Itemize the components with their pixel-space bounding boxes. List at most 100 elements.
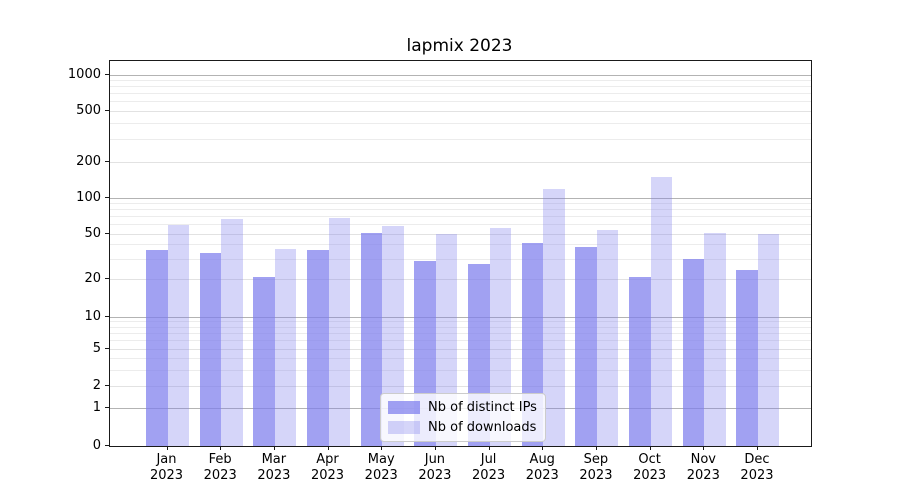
legend-swatch-downloads [388,421,420,434]
x-axis-tick-mark [756,446,758,450]
y-axis-tick-label: 2 [92,378,101,393]
x-axis-tick-mark [166,446,168,450]
y-axis-tick-mark [105,109,109,111]
y-axis-tick-mark [105,315,109,317]
gridline [110,122,811,124]
gridline [110,74,811,76]
y-axis-tick-mark [105,385,109,386]
x-axis-tick-mark [703,446,705,450]
bar-downloads [650,176,673,446]
gridline [110,258,811,260]
gridline [110,161,811,163]
y-axis-tick-label: 500 [76,102,101,118]
bar-distinct-ips [629,276,651,446]
x-axis-tick-label: Oct 2023 [633,452,667,483]
x-axis-tick-label: May 2023 [364,452,398,483]
x-axis-tick-mark [434,446,436,450]
legend-label-distinct-ips: Nb of distinct IPs [428,400,537,415]
bar-downloads [167,224,189,446]
y-axis-tick-mark [105,348,109,349]
x-axis-tick-label: Jun 2023 [418,452,452,483]
x-axis-tick-mark [649,446,651,450]
x-axis-tick-mark [273,446,275,450]
x-axis-tick-mark [327,446,329,450]
bar-distinct-ips [199,252,222,446]
bar-distinct-ips [736,270,758,446]
bar-downloads [704,232,726,446]
bar-downloads [328,218,351,446]
x-axis-tick-label: Nov 2023 [686,452,720,483]
y-axis-tick-mark [105,407,109,408]
gridline [110,233,811,235]
y-axis-tick-label: 20 [84,270,101,286]
legend: Nb of distinct IPs Nb of downloads [380,393,546,442]
gridline [110,202,811,204]
bar-downloads [757,234,780,446]
x-axis-tick-label: Feb 2023 [203,452,237,483]
gridline [110,244,811,246]
gridline [110,333,811,335]
gridline [110,358,811,359]
bar-distinct-ips [253,276,275,446]
y-axis-tick-mark [105,73,109,75]
gridline [110,340,811,342]
y-axis-tick-label: 1 [92,400,101,415]
y-axis-tick-label: 50 [84,225,101,241]
y-axis-tick-label: 200 [76,153,101,169]
x-axis-tick-label: Dec 2023 [740,452,774,483]
x-axis-tick-mark [542,446,544,450]
y-axis-tick-mark [105,160,109,162]
y-axis-tick-mark [105,277,109,279]
y-axis-tick-label: 100 [76,189,101,205]
x-axis-tick-mark [488,446,490,450]
gridline [110,79,811,81]
gridline [110,321,811,323]
legend-item-distinct-ips: Nb of distinct IPs [388,399,537,416]
bar-distinct-ips [682,259,705,446]
x-axis-tick-label: Jan 2023 [149,452,184,483]
legend-label-downloads: Nb of downloads [428,420,537,435]
chart-title: lapmix 2023 [406,36,513,56]
plot-area: Nb of distinct IPs Nb of downloads [109,60,812,447]
bar-distinct-ips [307,250,329,446]
gridline [110,224,811,226]
bar-downloads [596,230,619,446]
bar-downloads [543,188,565,446]
gridline [110,216,811,218]
gridline [110,101,811,103]
x-axis-tick-label: Sep 2023 [579,452,613,483]
legend-item-downloads: Nb of downloads [388,419,537,436]
x-axis-tick-label: Jul 2023 [472,452,506,483]
x-axis-tick-label: Mar 2023 [257,452,291,483]
bar-distinct-ips [575,247,597,446]
bar-downloads [274,248,297,446]
y-axis-tick-label: 1000 [67,66,101,82]
gridline [110,197,811,199]
gridline [110,369,811,371]
gridline [110,110,811,112]
y-axis-tick-label: 5 [92,341,101,356]
gridline [110,326,811,328]
y-axis-tick-label: 10 [84,308,101,324]
y-axis-tick-mark [105,232,109,234]
gridline [110,278,811,280]
x-axis-tick-mark [381,446,383,450]
bar-distinct-ips [360,232,383,446]
x-axis-tick-mark [220,446,222,450]
y-axis-tick-label: 0 [92,437,101,453]
bar-downloads [489,228,512,446]
gridline [110,209,811,211]
y-axis-tick-mark [105,196,109,198]
x-axis-tick-label: Apr 2023 [310,452,345,483]
x-axis-tick-mark [595,446,597,450]
gridline [110,138,811,140]
bar-downloads [382,226,404,446]
gridline [110,349,811,350]
gridline [110,86,811,88]
x-axis-tick-label: Aug 2023 [525,452,559,483]
y-axis-tick-mark [105,444,109,446]
bar-distinct-ips [146,250,168,446]
bar-downloads [221,218,243,446]
gridline [110,93,811,95]
